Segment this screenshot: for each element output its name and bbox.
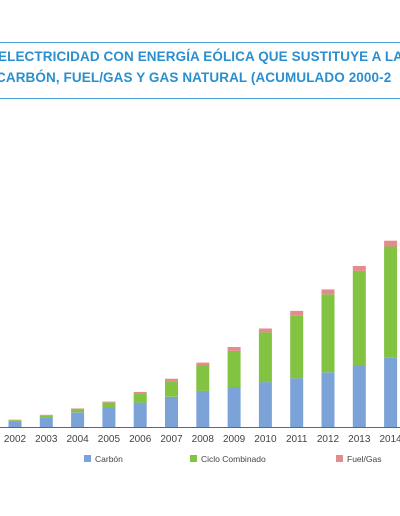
x-tick-label-2004: 2004	[66, 434, 89, 445]
bar-ciclo-combinado-2008	[196, 365, 210, 391]
x-tick-label-2003: 2003	[35, 434, 58, 445]
bar-ciclo-combinado-2010	[258, 332, 272, 383]
bar-carb-n-2010	[258, 382, 272, 427]
legend-swatch-ciclo-combinado	[190, 455, 197, 462]
bar-fuel-gas-2013	[352, 266, 366, 271]
bars-group	[8, 240, 398, 427]
bar-ciclo-combinado-2005	[102, 402, 116, 408]
x-tick-label-2012: 2012	[317, 434, 340, 445]
x-tick-label-2011: 2011	[286, 434, 308, 445]
bar-fuel-gas-2009	[227, 347, 241, 351]
x-tick-label-2010: 2010	[254, 434, 277, 445]
x-tick-label-2009: 2009	[223, 434, 246, 445]
bar-carb-n-2003	[39, 417, 53, 427]
bar-carb-n-2008	[196, 390, 210, 427]
bar-fuel-gas-2004	[71, 408, 85, 410]
bar-fuel-gas-2002	[8, 419, 22, 421]
legend-label-fuel-gas: Fuel/Gas	[347, 454, 382, 464]
bar-fuel-gas-2010	[258, 328, 272, 333]
bar-ciclo-combinado-2007	[165, 381, 178, 397]
bar-ciclo-combinado-2014	[384, 246, 398, 358]
x-tick-label-2008: 2008	[192, 434, 215, 445]
bar-carb-n-2011	[290, 378, 304, 427]
bar-ciclo-combinado-2011	[290, 315, 304, 379]
bar-ciclo-combinado-2004	[71, 409, 85, 413]
bar-fuel-gas-2011	[290, 310, 304, 316]
legend-swatch-carb-n	[84, 455, 91, 462]
bar-carb-n-2004	[71, 412, 85, 427]
legend-swatch-fuel-gas	[336, 455, 343, 462]
chart-title-line-2: CARBÓN, FUEL/GAS Y GAS NATURAL (ACUMULAD…	[0, 70, 392, 85]
legend: Carbón Ciclo Combinado Fuel/Gas	[84, 454, 382, 464]
x-tick-label-2006: 2006	[129, 434, 152, 445]
chart-title-line-1: ELECTRICIDAD CON ENERGÍA EÓLICA QUE SUST…	[0, 49, 400, 64]
bar-ciclo-combinado-2003	[39, 415, 53, 418]
bar-fuel-gas-2006	[133, 391, 147, 394]
legend-label-ciclo-combinado: Ciclo Combinado	[201, 454, 266, 464]
title-top-rule	[0, 42, 400, 43]
bar-carb-n-2009	[227, 387, 241, 427]
bar-fuel-gas-2012	[321, 289, 335, 295]
bar-carb-n-2007	[165, 396, 178, 427]
bar-carb-n-2013	[352, 365, 366, 427]
bar-fuel-gas-2008	[196, 362, 210, 366]
bar-fuel-gas-2007	[165, 378, 178, 382]
legend-label-carb-n: Carbón	[95, 454, 123, 464]
x-tick-label-2002: 2002	[4, 434, 27, 445]
x-tick-label-2013: 2013	[348, 434, 371, 445]
bar-carb-n-2002	[8, 421, 22, 427]
bar-carb-n-2005	[102, 407, 116, 427]
bar-ciclo-combinado-2013	[352, 270, 366, 366]
x-tick-label-2005: 2005	[98, 434, 121, 445]
bar-ciclo-combinado-2012	[321, 294, 335, 373]
bar-carb-n-2014	[384, 357, 398, 427]
bar-fuel-gas-2014	[384, 240, 398, 247]
bar-carb-n-2012	[321, 372, 335, 427]
bar-fuel-gas-2005	[102, 401, 116, 403]
x-tick-label-2007: 2007	[160, 434, 183, 445]
bar-carb-n-2006	[133, 402, 147, 427]
x-tick-labels: 2002 2003 2004 2005 2006 2007 2008 2009 2010 2011…	[4, 434, 400, 445]
x-tick-label-2014: 2014	[379, 434, 400, 445]
bar-ciclo-combinado-2002	[8, 420, 22, 422]
bar-ciclo-combinado-2006	[133, 393, 147, 403]
bar-ciclo-combinado-2009	[227, 350, 241, 387]
bar-fuel-gas-2003	[39, 414, 53, 416]
title-bottom-rule	[0, 98, 400, 99]
